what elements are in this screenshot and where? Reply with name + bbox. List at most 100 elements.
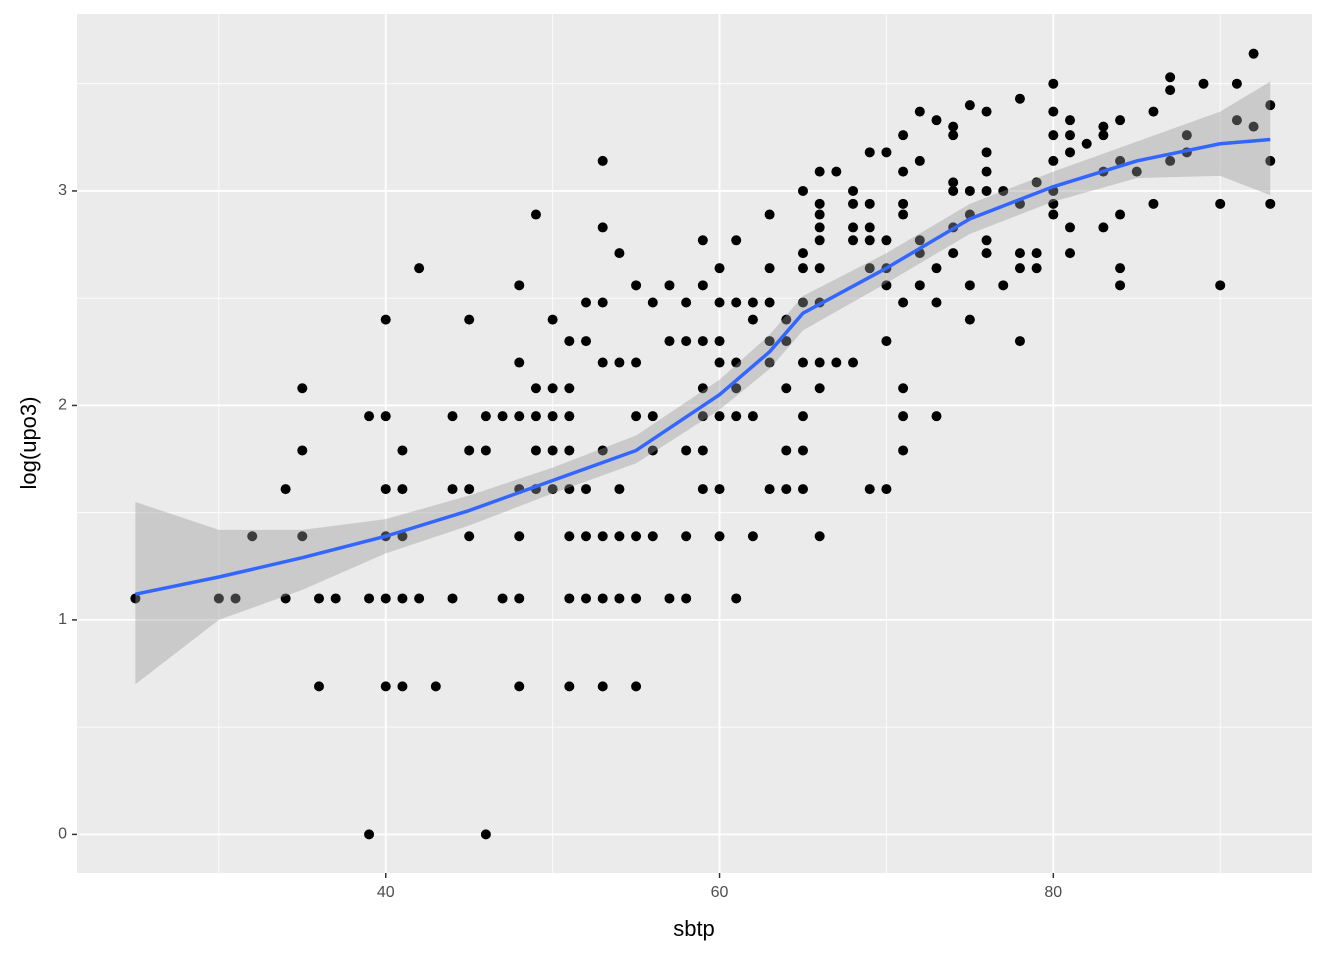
point <box>514 357 525 368</box>
point <box>364 411 375 422</box>
point <box>731 411 742 422</box>
point <box>981 185 992 196</box>
point <box>130 593 141 604</box>
point <box>747 411 758 422</box>
point <box>664 280 675 291</box>
point <box>1098 130 1109 141</box>
point <box>764 336 775 347</box>
point <box>631 681 642 692</box>
point <box>848 198 859 209</box>
point <box>697 411 708 422</box>
point <box>714 411 725 422</box>
point <box>797 297 808 308</box>
point <box>464 314 475 325</box>
point <box>814 531 825 542</box>
point <box>631 531 642 542</box>
point <box>881 484 892 495</box>
point <box>530 411 541 422</box>
point <box>514 681 525 692</box>
point <box>1048 198 1059 209</box>
point <box>781 336 792 347</box>
point <box>931 115 942 126</box>
point <box>1031 177 1042 188</box>
point <box>1065 147 1076 158</box>
point <box>681 445 692 456</box>
point <box>898 166 909 177</box>
point <box>514 411 525 422</box>
point <box>1081 138 1092 149</box>
point <box>697 235 708 246</box>
point <box>848 357 859 368</box>
point <box>1148 198 1159 209</box>
point <box>1048 78 1059 89</box>
point <box>898 383 909 394</box>
point <box>447 593 458 604</box>
y-tick-label: 1 <box>58 611 67 628</box>
point <box>631 411 642 422</box>
point <box>914 155 925 166</box>
point <box>1115 155 1126 166</box>
point <box>964 280 975 291</box>
point <box>364 593 375 604</box>
point <box>647 531 658 542</box>
point <box>797 445 808 456</box>
point <box>797 263 808 274</box>
point <box>631 280 642 291</box>
point <box>848 235 859 246</box>
point <box>681 336 692 347</box>
point <box>697 445 708 456</box>
panel-background <box>77 14 1312 873</box>
point <box>647 411 658 422</box>
confidence-band <box>135 81 1271 685</box>
point <box>530 445 541 456</box>
point <box>1115 115 1126 126</box>
point <box>864 147 875 158</box>
point <box>964 314 975 325</box>
point <box>1165 155 1176 166</box>
point <box>747 297 758 308</box>
point <box>597 155 608 166</box>
point <box>681 297 692 308</box>
point <box>647 297 658 308</box>
point <box>1115 263 1126 274</box>
point <box>547 314 558 325</box>
point <box>430 681 441 692</box>
point <box>380 593 391 604</box>
point <box>981 147 992 158</box>
point <box>797 248 808 259</box>
point <box>781 484 792 495</box>
point <box>514 593 525 604</box>
point <box>547 484 558 495</box>
point <box>564 531 575 542</box>
point <box>864 263 875 274</box>
point <box>747 531 758 542</box>
point <box>530 383 541 394</box>
point <box>797 185 808 196</box>
point <box>797 484 808 495</box>
point <box>364 829 375 840</box>
point <box>1181 130 1192 141</box>
point <box>1265 155 1276 166</box>
point <box>697 336 708 347</box>
point <box>764 357 775 368</box>
point <box>714 484 725 495</box>
point <box>797 411 808 422</box>
x-tick-label: 60 <box>711 884 729 901</box>
point <box>731 297 742 308</box>
point <box>697 280 708 291</box>
y-tick-label: 2 <box>58 397 67 414</box>
point <box>397 593 408 604</box>
point <box>297 531 308 542</box>
point <box>898 445 909 456</box>
point <box>297 383 308 394</box>
point <box>731 593 742 604</box>
point <box>881 147 892 158</box>
point <box>597 445 608 456</box>
point <box>781 314 792 325</box>
point <box>898 411 909 422</box>
point <box>814 235 825 246</box>
point <box>514 280 525 291</box>
point <box>747 314 758 325</box>
